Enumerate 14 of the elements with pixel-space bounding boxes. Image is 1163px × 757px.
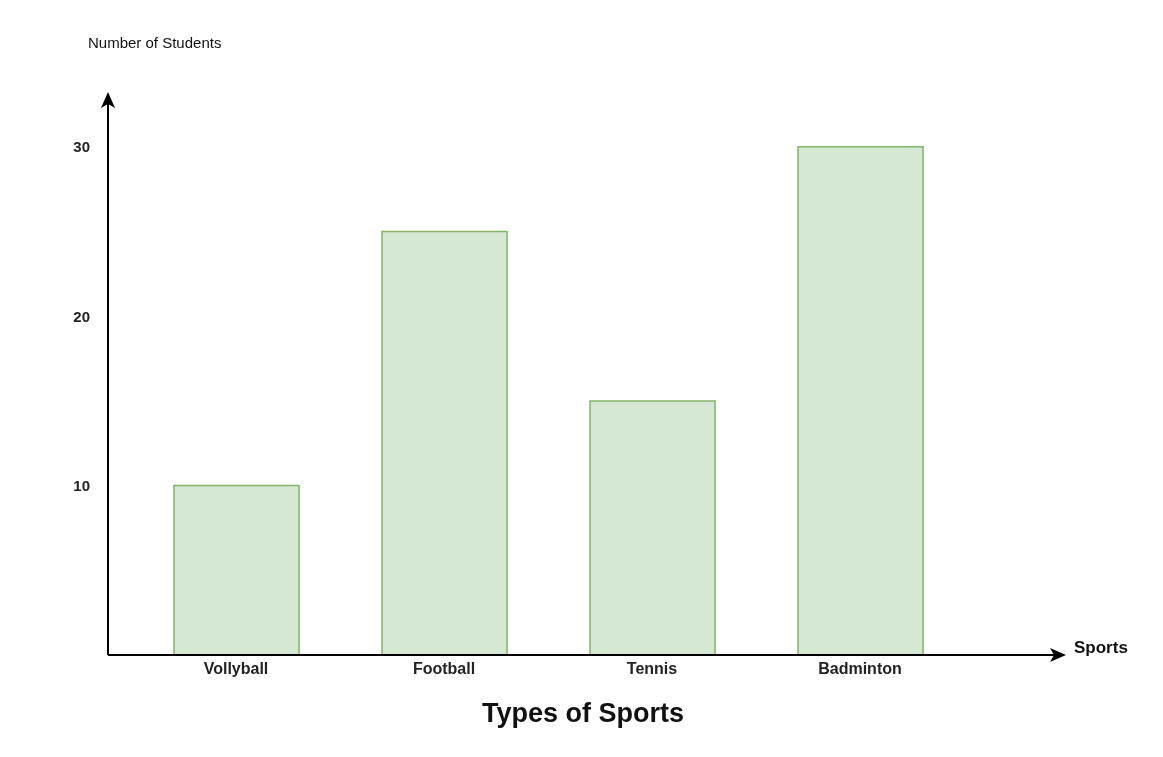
x-tick-label: Vollyball (203, 660, 269, 678)
bar (381, 230, 508, 655)
y-axis-title: Number of Students (88, 34, 222, 51)
y-tick-label: 30 (73, 138, 90, 156)
x-axis-title: Sports (1074, 638, 1128, 658)
text: Types of Sports (481, 698, 685, 729)
x-tick-label: Football (412, 660, 476, 678)
bar (173, 484, 300, 655)
x-tick-label: Badminton (818, 660, 902, 678)
bar (797, 146, 924, 655)
x-tick-label: Tennis (626, 660, 678, 678)
y-tick-label: 20 (73, 307, 90, 325)
bar (589, 400, 716, 655)
y-tick-label: 10 (73, 476, 90, 494)
